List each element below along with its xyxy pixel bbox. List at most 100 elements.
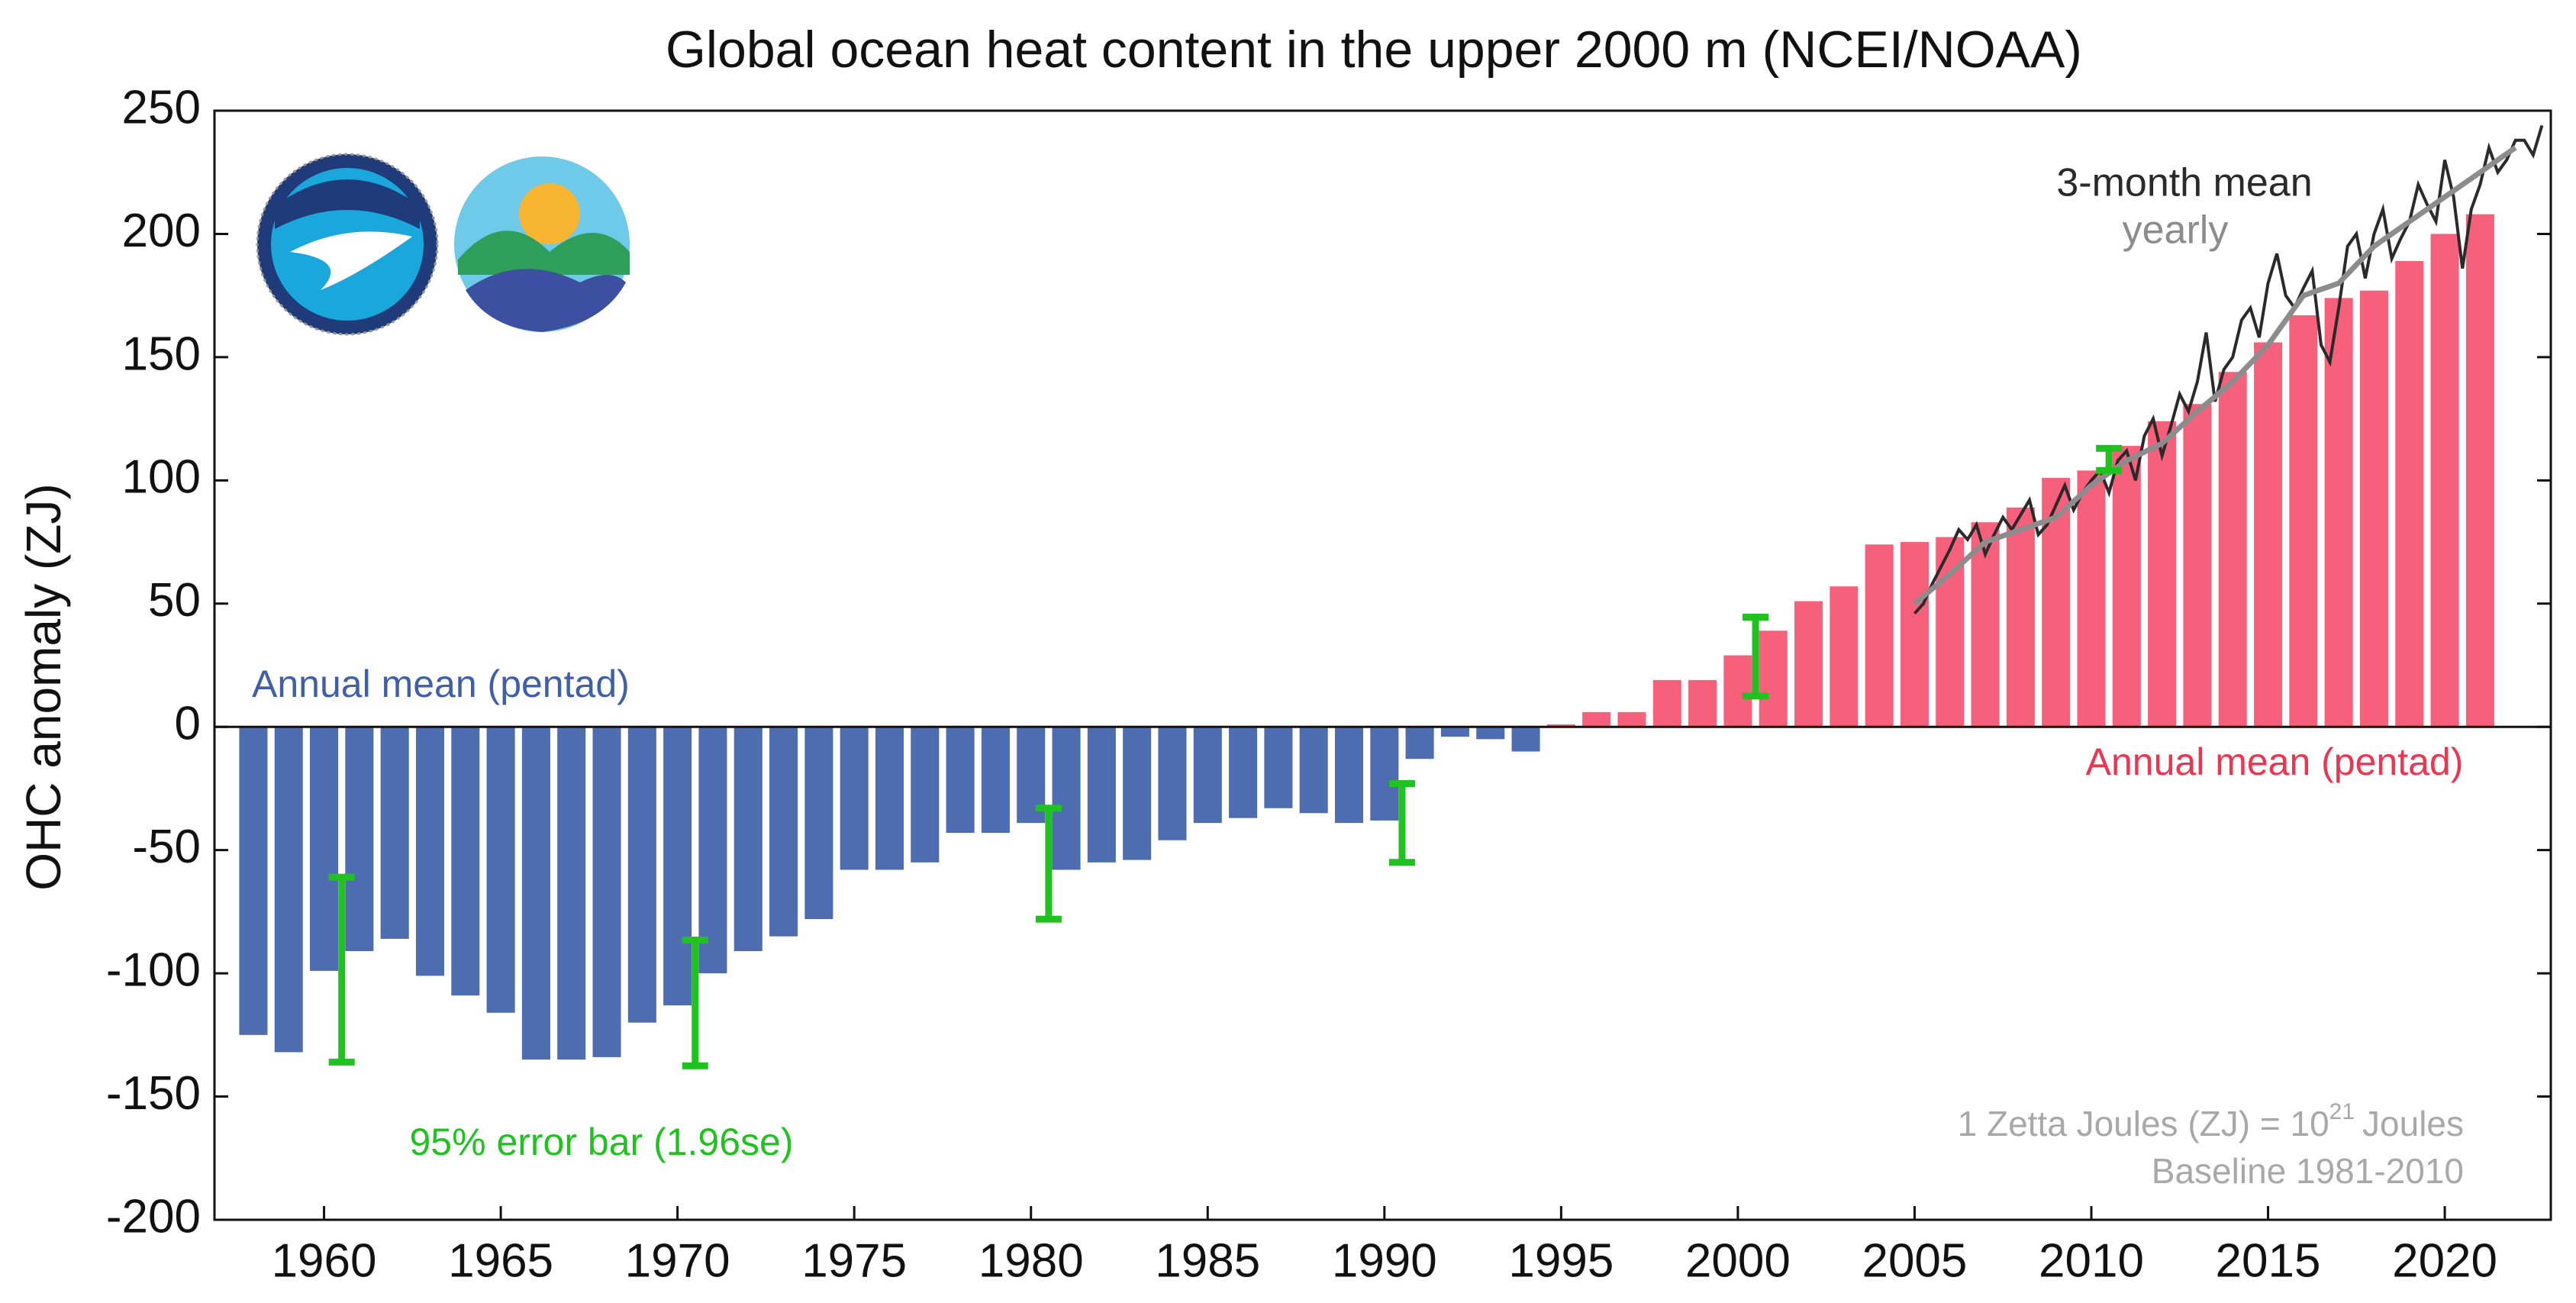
bar (2289, 314, 2318, 727)
bar (1229, 727, 1258, 818)
unit-note-text: 1 Zetta Joules (ZJ) = 10 (1958, 1104, 2329, 1143)
y-axis-label: OHC anomaly (ZJ) (16, 483, 71, 890)
line-series (1913, 124, 2544, 615)
bar (1794, 601, 1823, 727)
bar (2359, 290, 2388, 727)
bar (2006, 507, 2035, 727)
bar (1900, 542, 1929, 727)
unit-note: 1 Zetta Joules (ZJ) = 1021 Joules (1958, 1099, 2464, 1143)
y-tick-label: 200 (122, 205, 201, 257)
error-bar (1035, 805, 1062, 923)
bar (239, 727, 268, 1035)
unit-note-text: Joules (2362, 1104, 2464, 1143)
line-series (1913, 145, 2517, 606)
error-bar (1388, 779, 1415, 866)
bar (698, 727, 727, 974)
x-tick-label: 1960 (272, 1234, 377, 1287)
bar (1617, 711, 1646, 727)
bar (380, 727, 409, 939)
y-tick-label: 0 (175, 698, 201, 750)
annotation: Annual mean (pentad) (2086, 740, 2464, 783)
bar (2254, 342, 2283, 727)
bar (1546, 724, 1575, 727)
logos (256, 153, 630, 336)
bar (1299, 727, 1328, 814)
bar (274, 727, 303, 1053)
bar (1264, 727, 1293, 808)
bar (946, 727, 975, 834)
bar (2077, 470, 2106, 727)
x-tick-label: 2020 (2392, 1234, 2497, 1287)
x-tick-label: 2000 (1685, 1234, 1791, 1287)
bar (981, 727, 1010, 834)
bar (1370, 727, 1399, 821)
annotation: Annual mean (pentad) (252, 663, 630, 705)
x-tick-label: 2015 (2216, 1234, 2321, 1287)
bar (1865, 544, 1894, 727)
bar (840, 727, 869, 870)
bar (557, 727, 586, 1060)
y-tick-label: 50 (148, 574, 201, 627)
bar (733, 727, 762, 952)
x-tick-label: 1970 (625, 1234, 730, 1287)
annotation: 95% error bar (1.96se) (409, 1121, 793, 1163)
bar (804, 727, 833, 920)
y-tick-label: -150 (106, 1067, 201, 1120)
bar (521, 727, 550, 1060)
bar (451, 727, 480, 996)
bar (1158, 727, 1187, 840)
bar (1723, 655, 1752, 727)
y-tick-label: -200 (106, 1190, 201, 1243)
bar (2148, 421, 2177, 727)
plot-frame (213, 109, 2552, 1221)
bar (1582, 711, 1611, 727)
x-tick-label: 2010 (2039, 1234, 2144, 1287)
bar (1087, 727, 1116, 863)
bar (1688, 679, 1717, 727)
y-tick-label: 150 (122, 327, 201, 380)
bar (1476, 727, 1505, 740)
bar (1830, 586, 1859, 727)
y-tick-label: 100 (122, 451, 201, 504)
bar (1511, 727, 1540, 752)
error-bar (682, 937, 708, 1069)
bar (911, 727, 940, 863)
y-tick-label: 250 (122, 81, 201, 134)
x-tick-label: 1985 (1155, 1234, 1260, 1287)
bar (310, 727, 339, 971)
bar (1123, 727, 1152, 860)
bar (627, 727, 656, 1023)
bar (1052, 727, 1081, 870)
bar (875, 727, 904, 870)
legend-label: yearly (2123, 208, 2229, 253)
bar (2218, 372, 2247, 727)
unit-note-superscript: 21 (2329, 1099, 2355, 1124)
bar (1334, 727, 1364, 824)
y-tick-label: -50 (132, 821, 201, 873)
bar (486, 727, 515, 1013)
bar (1759, 631, 1788, 727)
bar (415, 727, 445, 976)
annotation: Baseline 1981-2010 (2152, 1151, 2464, 1191)
x-tick-label: 1980 (978, 1234, 1084, 1287)
bar (1193, 727, 1222, 824)
x-tick-label: 1965 (448, 1234, 553, 1287)
bar (1405, 727, 1434, 760)
bar (2395, 260, 2424, 727)
legend-label: 3-month mean (2056, 161, 2312, 205)
bar (1652, 679, 1681, 727)
x-tick-label: 1990 (1332, 1234, 1437, 1287)
bar (2465, 214, 2494, 727)
chart-title: Global ocean heat content in the upper 2… (666, 21, 2082, 79)
y-tick-label: -100 (106, 943, 201, 996)
bar (2430, 234, 2459, 727)
error-bar (2096, 444, 2123, 474)
error-bar (1743, 614, 1769, 700)
bar (345, 727, 374, 952)
bar (663, 727, 692, 1006)
bar (592, 727, 621, 1057)
bar (2324, 298, 2353, 727)
bar (1440, 727, 1469, 737)
bar (2112, 446, 2141, 727)
